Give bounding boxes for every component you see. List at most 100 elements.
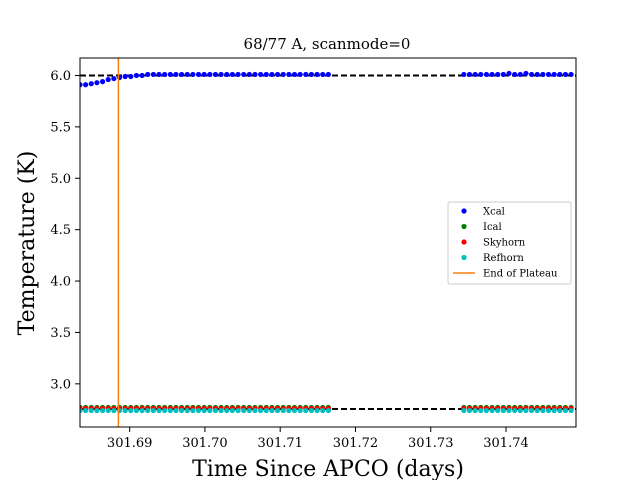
data-point bbox=[195, 407, 202, 414]
data-point bbox=[551, 71, 557, 78]
x-tick-label: 301.74 bbox=[483, 436, 529, 451]
legend-marker-refhorn bbox=[461, 254, 467, 261]
data-point bbox=[156, 407, 162, 414]
data-point bbox=[297, 407, 303, 414]
data-point bbox=[325, 407, 331, 414]
data-point bbox=[212, 71, 219, 78]
data-point bbox=[179, 407, 185, 414]
data-point bbox=[551, 407, 557, 414]
data-point bbox=[212, 407, 219, 414]
data-point bbox=[201, 71, 207, 78]
data-point bbox=[133, 407, 140, 414]
data-point bbox=[528, 71, 535, 78]
data-point bbox=[325, 71, 331, 78]
y-tick-label: 5.5 bbox=[50, 120, 71, 135]
data-point bbox=[291, 407, 298, 414]
data-point bbox=[145, 71, 151, 78]
data-point bbox=[162, 71, 168, 78]
data-point bbox=[190, 71, 196, 78]
data-point bbox=[99, 79, 106, 85]
data-point bbox=[512, 407, 518, 414]
data-point bbox=[139, 72, 145, 79]
data-point bbox=[291, 71, 298, 78]
data-point bbox=[111, 407, 117, 414]
data-point bbox=[139, 407, 145, 414]
data-point bbox=[314, 71, 320, 78]
data-point bbox=[545, 407, 552, 414]
data-point bbox=[83, 82, 89, 88]
series-xcal bbox=[80, 70, 574, 88]
data-point bbox=[94, 407, 100, 414]
y-tick-label: 4.0 bbox=[50, 275, 71, 290]
data-point bbox=[167, 71, 173, 78]
data-point bbox=[523, 407, 529, 414]
data-point bbox=[512, 71, 518, 78]
data-point bbox=[308, 71, 315, 78]
data-point bbox=[195, 71, 202, 78]
data-point bbox=[207, 407, 213, 414]
data-point bbox=[179, 71, 185, 78]
data-point bbox=[150, 407, 156, 414]
data-point bbox=[506, 407, 512, 414]
legend-label-xcal: Xcal bbox=[483, 207, 505, 218]
data-point bbox=[297, 71, 303, 78]
data-point bbox=[478, 71, 484, 78]
data-point bbox=[540, 71, 546, 78]
y-axis: 3.0 3.5 4.0 4.5 5.0 5.5 6.0 bbox=[50, 69, 80, 392]
data-point bbox=[229, 407, 236, 414]
data-point bbox=[99, 407, 106, 414]
data-point bbox=[88, 407, 94, 414]
data-point bbox=[122, 407, 128, 414]
data-point bbox=[562, 407, 569, 414]
y-tick-label: 4.5 bbox=[50, 223, 71, 238]
data-point bbox=[173, 71, 179, 78]
data-point bbox=[534, 407, 540, 414]
data-point bbox=[162, 407, 168, 414]
data-point bbox=[269, 71, 275, 78]
legend-label-ical: Ical bbox=[483, 222, 502, 233]
data-point bbox=[83, 407, 89, 414]
x-tick-label: 301.71 bbox=[257, 436, 303, 451]
data-point bbox=[286, 71, 292, 78]
data-point bbox=[314, 407, 320, 414]
data-point bbox=[173, 407, 179, 414]
data-point bbox=[246, 71, 252, 78]
data-point bbox=[320, 407, 326, 414]
legend: Xcal Ical Skyhorn Refhorn End of Plateau bbox=[447, 201, 572, 285]
data-point bbox=[280, 407, 286, 414]
data-point bbox=[235, 407, 241, 414]
data-point bbox=[105, 407, 111, 414]
data-point bbox=[528, 407, 535, 414]
legend-box bbox=[447, 201, 572, 285]
data-point bbox=[105, 76, 111, 83]
data-point bbox=[133, 72, 140, 79]
data-point bbox=[461, 71, 467, 78]
legend-marker-ical bbox=[461, 223, 467, 230]
data-point bbox=[568, 407, 574, 414]
data-point bbox=[500, 407, 506, 414]
data-point bbox=[235, 71, 241, 78]
y-tick-label: 3.5 bbox=[50, 326, 71, 341]
data-point bbox=[495, 71, 501, 78]
data-point bbox=[252, 71, 258, 78]
data-point bbox=[274, 407, 281, 414]
data-point bbox=[472, 407, 478, 414]
data-point bbox=[517, 407, 523, 414]
x-tick-label: 301.70 bbox=[182, 436, 228, 451]
data-point bbox=[229, 71, 236, 78]
data-point bbox=[303, 71, 309, 78]
data-point bbox=[207, 71, 213, 78]
data-point bbox=[224, 71, 230, 78]
data-point bbox=[88, 81, 94, 87]
data-point bbox=[263, 71, 269, 78]
data-point bbox=[128, 407, 134, 414]
x-tick-label: 301.73 bbox=[408, 436, 454, 451]
legend-marker-xcal bbox=[461, 208, 467, 214]
data-point bbox=[303, 407, 309, 414]
series-refhorn bbox=[80, 407, 574, 414]
x-axis-label: Time Since APCO (days) bbox=[192, 457, 464, 480]
data-point bbox=[167, 407, 173, 414]
data-point bbox=[150, 71, 156, 78]
data-point bbox=[472, 71, 478, 78]
